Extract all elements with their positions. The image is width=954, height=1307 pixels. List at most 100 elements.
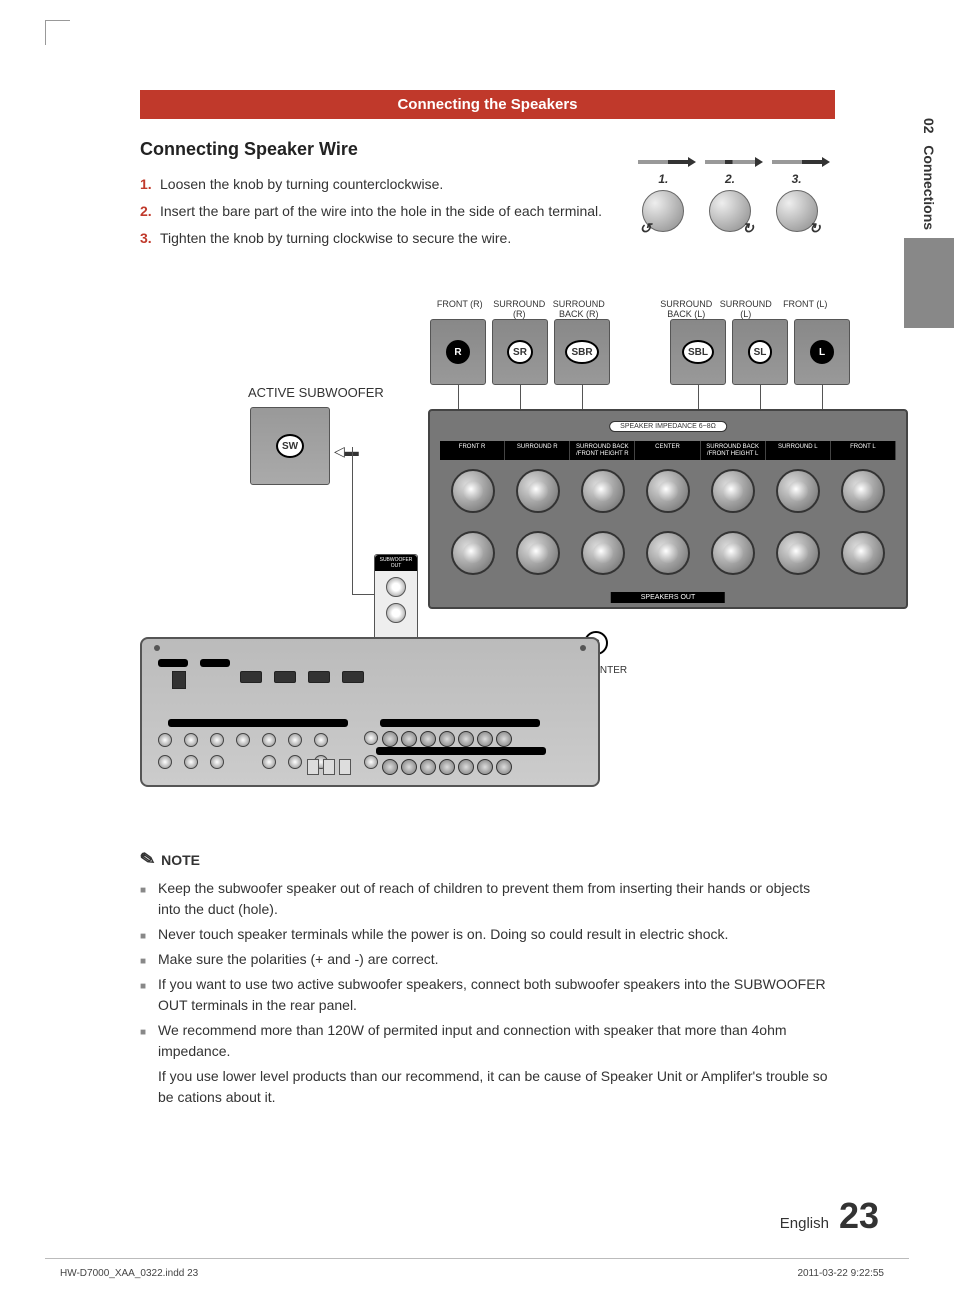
jack-icon	[288, 733, 302, 747]
footer-page: 23	[839, 1195, 879, 1237]
port-icon	[308, 671, 330, 683]
speaker-box: L	[794, 319, 850, 385]
badge: R	[446, 340, 470, 364]
note-cont: If you use lower level products than our…	[140, 1066, 835, 1108]
note-heading: ✎ NOTE	[140, 849, 835, 870]
knob-icon	[642, 190, 684, 232]
th: CENTER	[635, 441, 700, 460]
terminal-icon	[646, 469, 690, 513]
th: SURROUND BACK /FRONT HEIGHT R	[570, 441, 635, 460]
terminal-icon	[382, 759, 398, 775]
port-icon	[240, 671, 262, 683]
knob-icon	[776, 190, 818, 232]
note-list: ■Keep the subwoofer speaker out of reach…	[140, 878, 835, 1108]
jack-icon	[262, 755, 276, 769]
th: FRONT L	[831, 441, 896, 460]
side-tab: 02 Connections	[904, 110, 954, 590]
wire-icon	[705, 160, 755, 164]
step-text: Insert the bare part of the wire into th…	[160, 201, 602, 222]
terminal-icon	[711, 531, 755, 575]
note-text: Never touch speaker terminals while the …	[158, 924, 728, 945]
amplifier-rear	[140, 637, 600, 787]
speaker-box: SR	[492, 319, 548, 385]
crop-mark	[45, 20, 70, 45]
th: SURROUND BACK /FRONT HEIGHT L	[701, 441, 766, 460]
terminal-icon	[581, 469, 625, 513]
side-tab-marker	[904, 238, 954, 328]
jack-icon	[158, 755, 172, 769]
jack-icon	[184, 755, 198, 769]
port-icon	[323, 759, 335, 775]
badge: L	[810, 340, 834, 364]
jack-icon	[314, 733, 328, 747]
badge: SR	[507, 340, 533, 364]
jack-icon	[158, 733, 172, 747]
step-num: 2.	[140, 201, 160, 222]
terminal-icon	[646, 531, 690, 575]
th: SURROUND R	[505, 441, 570, 460]
terminal-icon	[451, 531, 495, 575]
side-tab-chapter: 02 Connections	[921, 110, 937, 238]
plug-icon: ◁▬	[334, 443, 359, 460]
heading: Connecting Speaker Wire	[140, 139, 835, 160]
speaker-box: SL	[732, 319, 788, 385]
diag-num: 3.	[792, 172, 802, 186]
jack-icon	[184, 733, 198, 747]
sub-out-label: SUBWOOFER OUT	[375, 555, 417, 571]
terminal-icon	[841, 531, 885, 575]
terminal-panel: SPEAKER IMPEDANCE 6~8Ω FRONT R SURROUND …	[428, 409, 908, 609]
callout-line	[352, 594, 374, 595]
step-1: 1. Loosen the knob by turning counterclo…	[140, 174, 620, 195]
jack-icon	[262, 733, 276, 747]
section-banner: Connecting the Speakers	[140, 90, 835, 119]
note-item: ■Make sure the polarities (+ and -) are …	[140, 949, 835, 970]
footer-lang: English	[780, 1215, 829, 1232]
note-item: ■If you want to use two active subwoofer…	[140, 974, 835, 1016]
badge: SBL	[682, 340, 714, 364]
port-icon	[342, 671, 364, 683]
jack-icon	[210, 755, 224, 769]
spk-label: FRONT (L)	[775, 299, 835, 319]
port-icon	[274, 671, 296, 683]
jack-icon	[364, 755, 378, 769]
diag-num: 2.	[725, 172, 735, 186]
note-text: We recommend more than 120W of permited …	[158, 1020, 835, 1062]
steps-list: 1. Loosen the knob by turning counterclo…	[140, 174, 620, 249]
terminal-icon	[776, 531, 820, 575]
page-content: Connecting the Speakers Connecting Speak…	[45, 90, 895, 1108]
step-2: 2. Insert the bare part of the wire into…	[140, 201, 620, 222]
chapter-num: 02	[921, 118, 937, 134]
terminal-row	[440, 469, 896, 513]
th: SURROUND L	[766, 441, 831, 460]
step-text: Loosen the knob by turning counterclockw…	[160, 174, 443, 195]
terminal-icon	[382, 731, 398, 747]
page-footer: English 23	[780, 1195, 879, 1237]
terminal-icon	[776, 469, 820, 513]
note-item: ■Never touch speaker terminals while the…	[140, 924, 835, 945]
speaker-box: R	[430, 319, 486, 385]
spk-label: SURROUND (L)	[716, 299, 776, 319]
chapter-title: Connections	[921, 145, 937, 230]
terminal-row	[440, 531, 896, 575]
note-text: Keep the subwoofer speaker out of reach …	[158, 878, 835, 920]
subwoofer-out-callout: SUBWOOFER OUT	[374, 554, 418, 646]
jack-icon	[210, 733, 224, 747]
th: FRONT R	[440, 441, 505, 460]
note-title: NOTE	[161, 852, 200, 868]
subwoofer-box: SW	[250, 407, 330, 485]
speakers-row: R SR SBR SBL SL L	[430, 319, 850, 385]
step-num: 1.	[140, 174, 160, 195]
content: Connecting Speaker Wire 1. Loosen the kn…	[45, 139, 895, 1108]
note-text: Make sure the polarities (+ and -) are c…	[158, 949, 439, 970]
pencil-icon: ✎	[138, 848, 157, 871]
print-line	[45, 1258, 909, 1259]
step-3: 3. Tighten the knob by turning clockwise…	[140, 228, 620, 249]
note-text: If you want to use two active subwoofer …	[158, 974, 835, 1016]
port-icon	[339, 759, 351, 775]
callout-line	[352, 447, 353, 595]
spk-label: FRONT (R)	[430, 299, 490, 319]
jack-icon	[236, 733, 250, 747]
spk-label: SURROUND BACK (R)	[549, 299, 609, 319]
note-item: ■Keep the subwoofer speaker out of reach…	[140, 878, 835, 920]
terminal-headers: FRONT R SURROUND R SURROUND BACK /FRONT …	[440, 441, 896, 460]
